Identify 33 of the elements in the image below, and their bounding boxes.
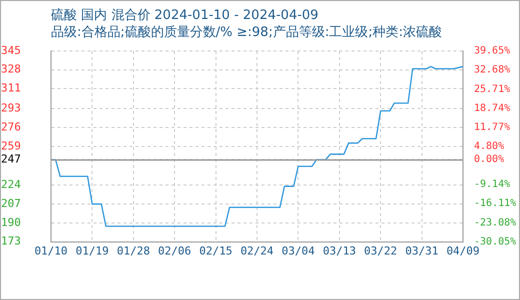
y2-tick-label: 18.74% <box>474 102 510 114</box>
x-tick-label: 02/24 <box>240 244 274 258</box>
y-tick-label: 276 <box>1 120 21 134</box>
x-tick-label: 03/13 <box>322 244 356 258</box>
y2-tick-label: 11.77% <box>474 122 510 133</box>
y-tick-label: 190 <box>1 216 21 229</box>
y-tick-label: 207 <box>1 196 21 210</box>
y2-tick-label: 25.71% <box>474 84 510 95</box>
y2-tick-label: -23.08% <box>474 217 516 228</box>
y2-tick-label: 4.80% <box>474 140 504 152</box>
y-tick-label: 345 <box>1 44 21 57</box>
x-tick-label: 01/19 <box>76 244 109 258</box>
x-tick-label: 03/22 <box>364 244 398 258</box>
x-tick-label: 03/04 <box>282 244 316 258</box>
y2-tick-label: 32.68% <box>474 64 510 76</box>
y2-tick-label: 39.65% <box>474 46 510 57</box>
y-tick-label: 311 <box>1 82 21 95</box>
x-tick-label: 01/28 <box>116 244 150 258</box>
x-tick-label: 02/06 <box>158 244 192 258</box>
y-tick-label: 247 <box>1 152 21 166</box>
y2-tick-label: -16.11% <box>474 198 516 210</box>
chart-title: 硫酸 国内 混合价 2024-01-10 - 2024-04-09 <box>51 7 320 24</box>
y2-tick-label: -9.14% <box>474 179 510 190</box>
x-tick-label: 03/31 <box>405 244 438 258</box>
y-tick-label: 224 <box>1 178 22 192</box>
y-tick-label: 293 <box>1 102 21 115</box>
y-tick-label: 259 <box>1 139 21 152</box>
y2-tick-label: 0.00% <box>474 154 504 166</box>
x-tick-label: 01/10 <box>34 244 68 258</box>
x-tick-label: 02/15 <box>199 244 232 258</box>
chart-subtitle: 品级:合格品;硫酸的质量分数/% ≥:98;产品等级:工业级;种类:浓硫酸 <box>51 24 443 41</box>
y-tick-label: 173 <box>1 234 21 248</box>
y-tick-label: 328 <box>1 62 21 76</box>
